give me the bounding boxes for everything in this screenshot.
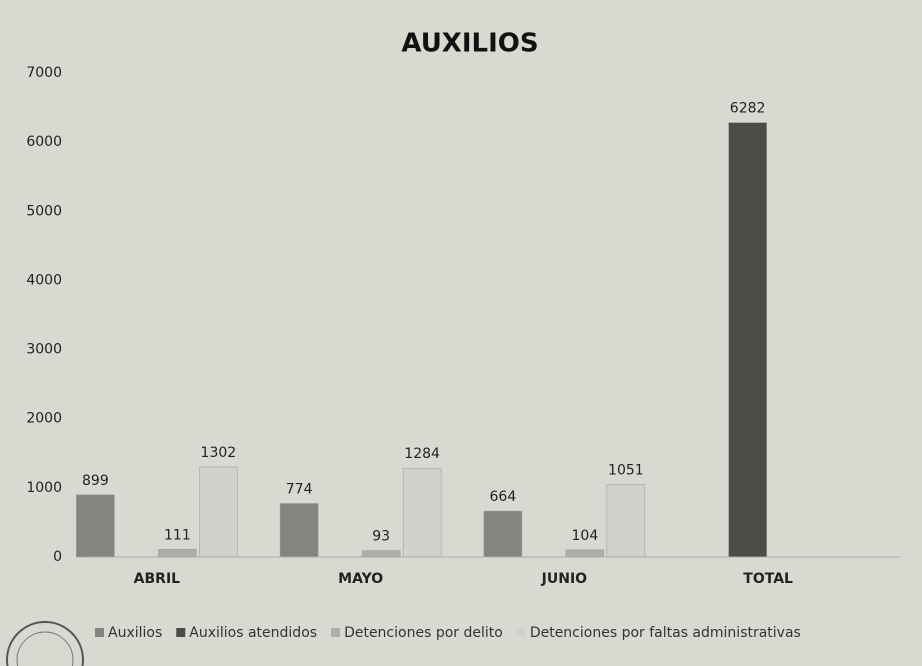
x-tick-label: MAYO [338,571,383,587]
y-tick-label: 3000 [26,342,62,358]
bar [199,466,238,558]
bar [158,549,197,558]
y-tick-label: 5000 [26,203,62,219]
x-tick-label: TOTAL [743,571,793,587]
y-tick-label: 7000 [26,65,62,81]
data-label: 6282 [730,101,766,117]
bar [483,510,523,558]
x-tick-label: ABRIL [134,571,180,587]
legend-label: Detenciones por faltas administrativas [530,625,801,641]
bar [402,467,442,558]
y-tick-label: 4000 [26,272,62,288]
data-label: 1284 [404,446,440,462]
y-tick-label: 2000 [26,411,62,427]
legend-swatch [516,628,526,637]
bar [728,122,767,558]
x-tick-label: JUNIO [541,571,588,587]
data-label: 93 [372,529,390,545]
bar [606,484,646,558]
legend-swatch [331,628,341,637]
data-label: 664 [490,489,517,505]
data-label: 1051 [608,462,644,478]
y-tick-label: 1000 [26,480,62,496]
legend-swatch [95,628,104,637]
legend-label: Auxilios atendidos [189,625,317,641]
y-tick-label: 0 [53,549,62,565]
legend-label: Detenciones por delito [344,625,503,641]
legend-swatch [176,628,186,637]
data-label: 1302 [201,445,237,461]
bar [76,494,115,558]
chart-title: AUXILIOS [401,29,538,59]
bar [361,550,401,558]
bar [279,503,319,558]
legend-label: Auxilios [108,625,162,641]
y-tick-label: 6000 [26,134,62,150]
seal [6,621,84,666]
bar [565,549,605,558]
data-label: 774 [286,481,313,497]
data-label: 104 [572,528,599,544]
data-label: 111 [164,527,191,543]
data-label: 899 [82,473,109,489]
